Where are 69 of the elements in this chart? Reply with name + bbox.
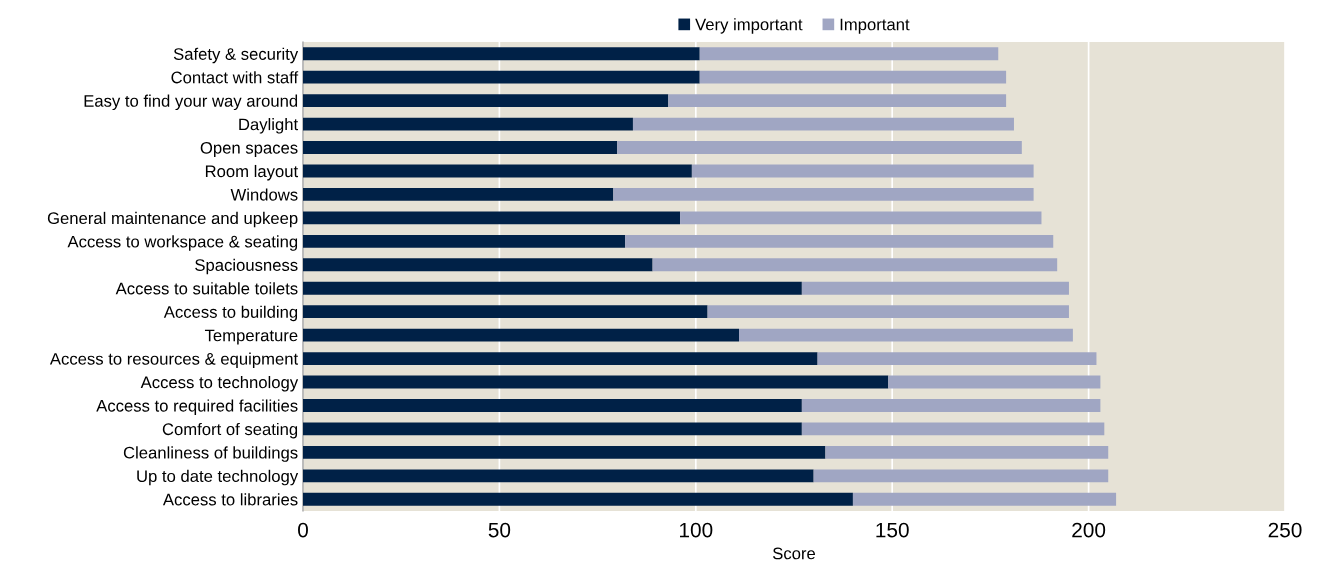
bar [668, 94, 1007, 108]
x-tick-label: 250 [1268, 522, 1302, 538]
bar [617, 141, 1022, 154]
x-tick-label: 50 [488, 522, 511, 538]
bar [813, 469, 1109, 483]
bar [303, 281, 802, 295]
y-tick-label: Access to workspace & seating [67, 235, 298, 251]
bar [852, 492, 1117, 506]
bar [303, 375, 889, 389]
bar [303, 258, 653, 272]
bar [680, 211, 1042, 225]
y-tick-label: Access to technology [140, 375, 299, 392]
bar [707, 305, 1069, 319]
legend-label: Very important [695, 18, 803, 34]
x-tick-label: 150 [876, 522, 909, 538]
y-tick-label: Contact with staff [171, 71, 299, 84]
y-tick-label: Access to resources & equipment [49, 352, 299, 369]
y-tick-label: Access to libraries [162, 493, 298, 506]
bar [303, 445, 826, 459]
bar [303, 234, 626, 248]
bar [303, 492, 853, 506]
y-tick-label: General maintenance and upkeep [47, 211, 298, 228]
x-tick-label: 200 [1072, 522, 1106, 538]
legend-label: Important [840, 18, 910, 34]
y-tick-label: Access to suitable toilets [115, 282, 298, 295]
bar [801, 399, 1101, 412]
y-tick-label: Up to date technology [137, 469, 299, 486]
bar [303, 141, 618, 154]
y-tick-label: Spaciousness [195, 258, 298, 275]
y-tick-label: Temperature [204, 329, 298, 345]
bar [303, 469, 814, 483]
x-tick-label: 0 [298, 522, 308, 538]
y-tick-label: Open spaces [200, 141, 298, 158]
y-tick-label: Daylight [239, 118, 299, 134]
bar [303, 211, 681, 225]
bar [303, 422, 802, 436]
y-tick-label: Safety & security [173, 47, 299, 64]
bar [652, 258, 1058, 272]
bar [303, 328, 740, 342]
y-tick-label: Windows [230, 188, 298, 201]
bar [817, 352, 1097, 366]
bar [888, 375, 1101, 389]
y-tick-label: Access to required facilities [96, 399, 298, 415]
bar [739, 328, 1073, 342]
bar [691, 164, 1034, 178]
bar [303, 47, 700, 61]
y-tick-label: Cleanliness of buildings [123, 446, 298, 462]
x-axis-title: Score [772, 547, 816, 560]
y-tick-label: Comfort of seating [162, 422, 298, 439]
bar [303, 187, 614, 201]
bar [625, 234, 1054, 248]
bar [303, 352, 818, 366]
y-tick-label: Easy to find your way around [84, 94, 298, 111]
bar [303, 94, 669, 108]
bar [303, 70, 700, 84]
bar [303, 399, 802, 412]
bar [303, 117, 633, 131]
bar [613, 187, 1034, 201]
x-tick-label: 100 [680, 522, 713, 538]
bar [699, 47, 999, 61]
bar [632, 117, 1014, 131]
bar [303, 164, 692, 178]
bar [699, 70, 1007, 84]
bar [303, 305, 708, 319]
y-tick-label: Room layout [205, 164, 299, 181]
bar [825, 445, 1109, 459]
bar [801, 281, 1069, 295]
bar [801, 422, 1105, 436]
y-tick-label: Access to building [163, 305, 298, 322]
